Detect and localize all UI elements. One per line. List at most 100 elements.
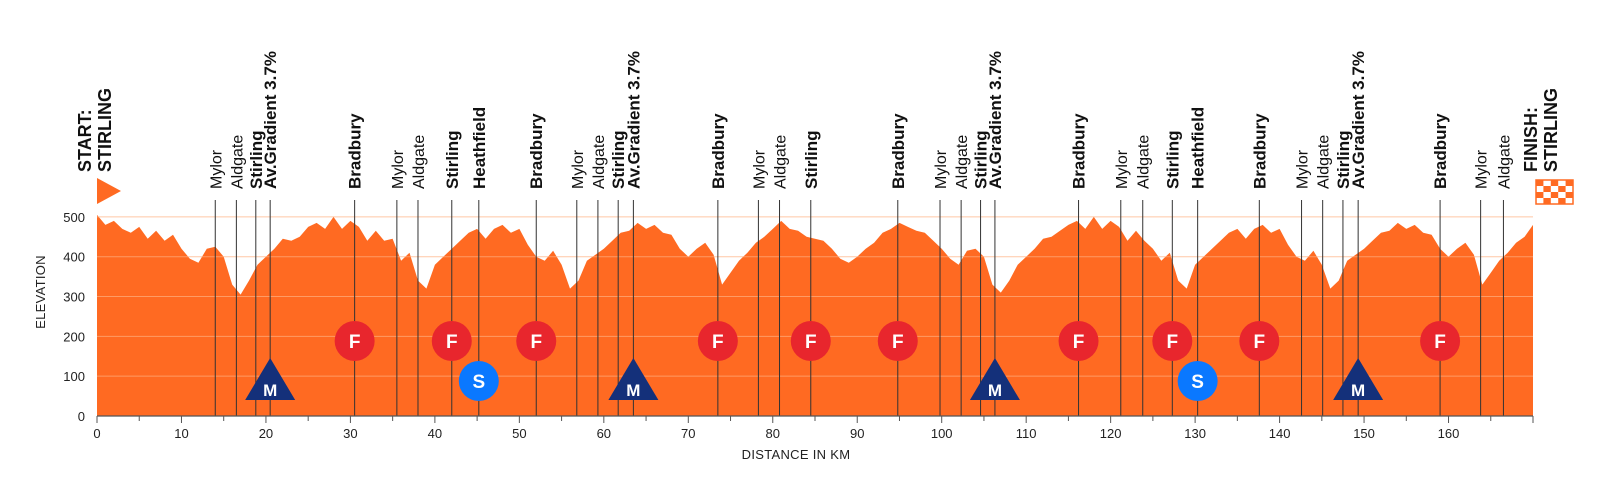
kom-marker-letter: M xyxy=(988,381,1002,400)
waypoint-label: Mylor xyxy=(208,149,225,189)
sprint-marker-letter: F xyxy=(1254,332,1266,353)
kom-marker-letter: M xyxy=(626,381,640,400)
sprint-marker-letter: F xyxy=(446,332,458,353)
kom-marker-letter: M xyxy=(1351,381,1365,400)
kom-marker-triangle xyxy=(1333,358,1384,400)
x-tick-label: 30 xyxy=(343,426,357,441)
waypoint-label: Stirling xyxy=(802,130,821,189)
finish-label-line1: FINISH: xyxy=(1521,107,1541,172)
x-tick-label: 100 xyxy=(931,426,953,441)
sprint-marker-icon: F xyxy=(877,321,918,361)
finish-flag-square xyxy=(1550,180,1559,186)
finish-flag-icon xyxy=(1535,179,1574,205)
start-flag-icon xyxy=(97,178,121,204)
sprint-marker-icon: F xyxy=(1420,321,1461,361)
sprint-marker-letter: F xyxy=(805,332,817,353)
sprint-marker-letter: F xyxy=(1073,332,1085,353)
kom-marker-icon: M xyxy=(1333,358,1384,400)
waypoint-label: Aldgate xyxy=(229,135,246,189)
waypoint-label: Bradbury xyxy=(346,113,365,189)
waypoint-label: Stirling xyxy=(1334,130,1353,189)
x-tick-label: 160 xyxy=(1438,426,1460,441)
waypoint-label: Stirling xyxy=(247,130,266,189)
sprint-marker-circle xyxy=(1239,321,1280,361)
y-tick-label: 200 xyxy=(63,329,85,344)
start-label-line2: STIRLING xyxy=(95,88,115,172)
sprint-marker-icon: F xyxy=(431,321,472,361)
waypoint-label: Bradbury xyxy=(1070,113,1089,189)
y-tick-label: 500 xyxy=(63,210,85,225)
waypoint-label: Bradbury xyxy=(1431,113,1450,189)
x-tick-label: 10 xyxy=(174,426,188,441)
x-tick-label: 20 xyxy=(259,426,273,441)
axes: 0 100 200 300 400 500 0 10 20 30 40 50 60 70 80 90 100 11… xyxy=(63,210,1534,441)
waypoint-label: Heathfield xyxy=(1189,107,1208,189)
sprint-marker-letter: F xyxy=(892,332,904,353)
x-tick-label: 120 xyxy=(1100,426,1122,441)
sprint-marker-icon: F xyxy=(334,321,375,361)
y-tick-label: 300 xyxy=(63,290,85,305)
sprint-marker-circle xyxy=(1420,321,1461,361)
x-tick-label: 0 xyxy=(93,426,100,441)
intermediate-sprint-marker-icon: S xyxy=(458,361,499,401)
sprint-marker-icon: F xyxy=(697,321,738,361)
sprint-marker-icon: F xyxy=(516,321,557,361)
x-tick-label: 150 xyxy=(1353,426,1375,441)
y-axis-title: ELEVATION xyxy=(33,255,48,329)
kom-marker-triangle xyxy=(969,358,1020,400)
waypoint-label: Aldgate xyxy=(954,135,971,189)
sprint-marker-icon: F xyxy=(1058,321,1099,361)
waypoint-label: Bradbury xyxy=(527,113,546,189)
finish-flag-square xyxy=(1543,186,1551,192)
x-tick-label: 130 xyxy=(1184,426,1206,441)
sprint-marker-circle xyxy=(697,321,738,361)
sprint-marker-letter: F xyxy=(1167,332,1179,353)
x-tick-label: 60 xyxy=(597,426,611,441)
waypoint-label: Bradbury xyxy=(1250,113,1269,189)
intermediate-marker-circle xyxy=(458,361,499,401)
sprint-marker-icon: F xyxy=(1152,321,1193,361)
waypoint-label: Aldgate xyxy=(1136,135,1153,189)
x-tick-label: 80 xyxy=(766,426,780,441)
x-tick-label: 90 xyxy=(850,426,864,441)
x-tick-label: 140 xyxy=(1269,426,1291,441)
waypoint-label: Aldgate xyxy=(591,135,608,189)
sprint-marker-circle xyxy=(790,321,831,361)
finish-flag-square xyxy=(1543,198,1551,204)
waypoint-label: Av.Gradient 3.7% xyxy=(986,51,1005,189)
finish-flag-square xyxy=(1558,198,1566,204)
waypoint-label: Bradbury xyxy=(709,113,728,189)
waypoint-label: Mylor xyxy=(390,149,407,189)
kom-marker-triangle xyxy=(245,358,296,400)
sprint-marker-icon: F xyxy=(1239,321,1280,361)
waypoint-label: Aldgate xyxy=(1316,135,1333,189)
sprint-marker-icon: F xyxy=(790,321,831,361)
kom-marker-letter: M xyxy=(263,381,277,400)
kom-marker-icon: M xyxy=(245,358,296,400)
waypoint-label: Stirling xyxy=(1163,130,1182,189)
waypoint-label: Mylor xyxy=(1474,149,1491,189)
y-tick-label: 400 xyxy=(63,250,85,265)
sprint-marker-circle xyxy=(334,321,375,361)
waypoint-label: Av.Gradient 3.7% xyxy=(261,51,280,189)
y-tick-label: 100 xyxy=(63,369,85,384)
y-tick-label: 0 xyxy=(78,409,85,424)
finish-flag-square xyxy=(1565,180,1573,186)
finish-flag-square xyxy=(1536,192,1544,198)
sprint-marker-letter: F xyxy=(712,332,724,353)
intermediate-marker-letter: S xyxy=(472,372,485,393)
waypoint-label: Heathfield xyxy=(470,107,489,189)
waypoint-label: Av.Gradient 3.7% xyxy=(624,51,643,189)
waypoint-label: Mylor xyxy=(1295,149,1312,189)
sprint-marker-letter: F xyxy=(1434,332,1446,353)
waypoint-label: Stirling xyxy=(609,130,628,189)
waypoint-label: Bradbury xyxy=(889,113,908,189)
sprint-marker-letter: F xyxy=(530,332,542,353)
start-label-line1: START: xyxy=(75,109,95,172)
x-tick-label: 110 xyxy=(1016,426,1037,441)
x-tick-label: 40 xyxy=(428,426,442,441)
sprint-marker-circle xyxy=(877,321,918,361)
